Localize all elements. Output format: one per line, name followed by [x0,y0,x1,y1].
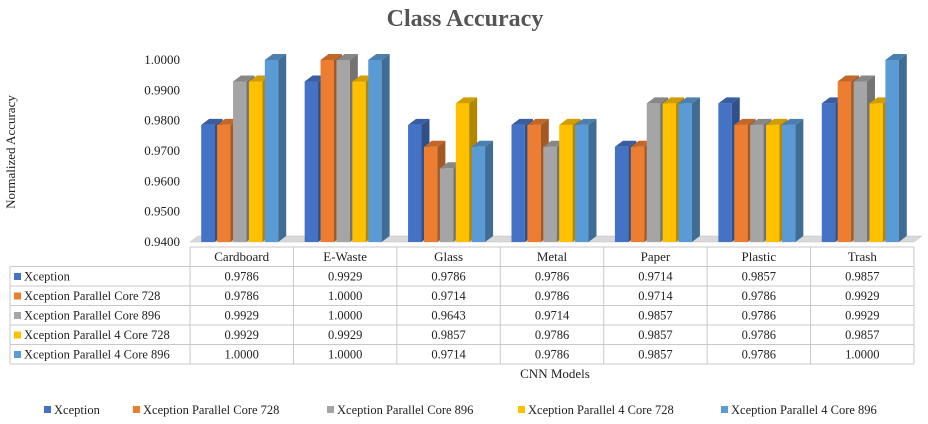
y-tick-label: 0.9400 [144,234,180,249]
series-name: Xception Parallel Core 728 [24,289,160,303]
series-name: Xception Parallel 4 Core 896 [24,348,170,362]
legend-label: Xception Parallel Core 728 [143,403,279,417]
data-cell: 0.9786 [742,328,776,342]
bar [885,54,907,242]
bar [575,118,597,242]
data-cell: 0.9786 [535,289,569,303]
chart-title: Class Accuracy [387,6,544,32]
bars [201,54,907,242]
category-label: Cardboard [214,249,269,264]
series-key [14,331,21,339]
y-tick-label: 0.9600 [144,173,180,188]
data-cell: 0.9786 [742,348,776,362]
category-label: Paper [641,249,671,264]
legend-swatch [327,406,334,413]
data-cell: 1.0000 [225,348,259,362]
data-cell: 0.9857 [638,328,672,342]
data-cell: 0.9786 [742,289,776,303]
data-cell: 0.9714 [535,309,570,323]
legend-label: Xception Parallel 4 Core 728 [528,403,674,417]
data-cell: 0.9714 [431,289,466,303]
series-key [14,273,21,280]
data-cell: 0.9857 [845,270,879,284]
data-cell: 0.9857 [638,348,672,362]
category-label: E-Waste [323,249,367,264]
y-tick-label: 0.9500 [144,204,180,219]
data-cell: 0.9929 [225,309,259,323]
data-cell: 1.0000 [328,309,362,323]
data-cell: 0.9786 [742,309,776,323]
y-tick-label: 0.9800 [144,113,180,128]
y-tick-label: 0.9900 [144,82,180,97]
data-cell: 0.9714 [638,289,673,303]
legend-item: Xception Parallel 4 Core 896 [721,403,877,417]
data-cell: 0.9714 [638,270,673,284]
series-name: Xception Parallel Core 896 [24,309,160,323]
bar [368,54,390,242]
data-cell: 0.9857 [742,270,776,284]
legend: Xception Xception Parallel Core 728 Xcepti… [44,403,877,417]
category-label: Plastic [742,249,777,264]
data-cell: 0.9929 [328,328,362,342]
data-cell: 0.9857 [431,328,465,342]
data-cell: 0.9643 [431,309,465,323]
data-cell: 1.0000 [328,289,362,303]
legend-swatch [518,406,525,413]
legend-swatch [721,406,728,413]
category-label: Metal [537,249,568,264]
data-cell: 0.9929 [328,270,362,284]
data-table: Cardboard E-Waste Glass Metal Paper Plastic Tr… [9,246,915,365]
data-cell: 0.9929 [845,289,879,303]
data-cell: 0.9929 [225,328,259,342]
legend-swatch [44,406,51,413]
series-name: Xception [24,270,71,284]
series-key [14,292,21,300]
bar [781,118,804,242]
bar [455,97,478,242]
series-key [14,312,21,319]
data-cell: 0.9786 [535,270,569,284]
legend-label: Xception Parallel 4 Core 896 [731,403,877,417]
category-label: Trash [848,249,878,264]
data-cell: 0.9714 [431,348,466,362]
legend-item: Xception Parallel 4 Core 728 [518,403,674,417]
data-cell: 1.0000 [845,348,879,362]
legend-label: Xception [54,403,101,417]
legend-swatch [133,406,140,413]
series-key [14,351,21,358]
data-cell: 1.0000 [328,348,362,362]
data-cell: 0.9786 [535,328,569,342]
legend-item: Xception Parallel Core 728 [133,403,279,417]
legend-item: Xception Parallel Core 896 [327,403,473,417]
legend-label: Xception Parallel Core 896 [337,403,473,417]
data-cell: 0.9786 [431,270,465,284]
bar [678,97,700,242]
series-name: Xception Parallel 4 Core 728 [24,328,170,342]
legend-item: Xception [44,403,101,417]
data-cell: 0.9786 [225,289,259,303]
data-cell: 0.9857 [638,309,672,323]
data-cell: 0.9786 [535,348,569,362]
y-axis-label: Normalized Accuracy [3,95,18,209]
y-tick-label: 1.0000 [144,52,180,67]
x-axis-label: CNN Models [520,366,590,381]
bar [264,54,287,242]
bar [471,140,494,242]
data-cell: 0.9929 [845,309,879,323]
data-cell: 0.9786 [225,270,259,284]
y-tick-label: 0.9700 [144,143,180,158]
category-label: Glass [434,249,463,264]
data-cell: 0.9857 [845,328,879,342]
